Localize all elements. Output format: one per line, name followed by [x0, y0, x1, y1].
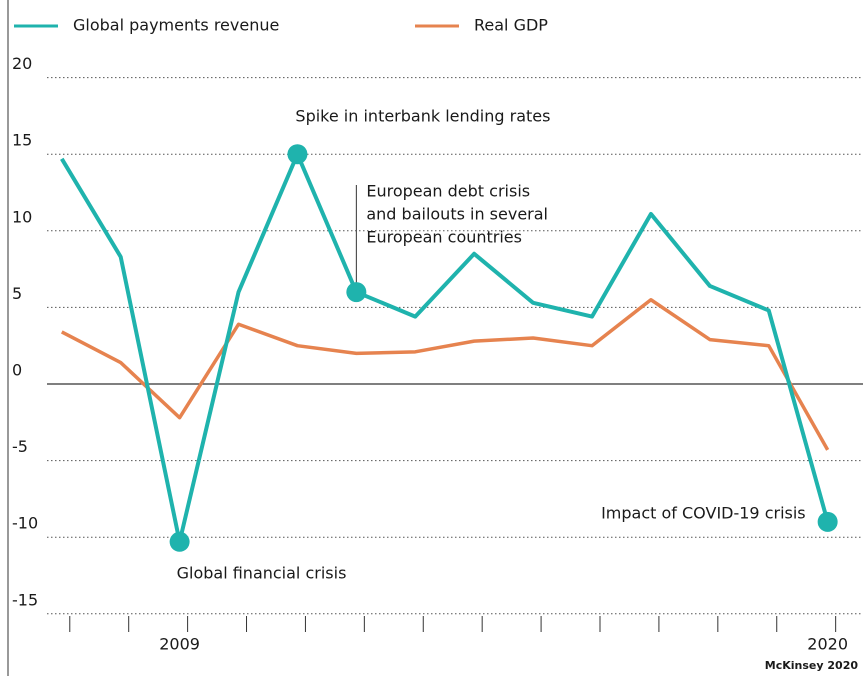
legend-label: Real GDP: [474, 16, 548, 35]
y-tick-label: -15: [12, 590, 38, 609]
y-tick-label: -5: [12, 437, 28, 456]
y-tick-label: 5: [12, 284, 22, 303]
legend-label: Global payments revenue: [73, 16, 279, 35]
annotation: and bailouts in several: [366, 205, 548, 224]
highlight-point: [346, 282, 367, 303]
highlight-point: [169, 531, 190, 552]
annotation: Global financial crisis: [177, 563, 347, 582]
annotation: Impact of COVID-19 crisis: [601, 503, 806, 522]
annotation: European debt crisis: [366, 182, 530, 201]
y-tick-label: 20: [12, 54, 32, 73]
highlight-point: [287, 144, 308, 165]
source: McKinsey 2020: [765, 659, 859, 672]
y-tick-label: 15: [12, 131, 32, 150]
x-tick-label: 2020: [807, 635, 848, 654]
y-tick-label: -10: [12, 514, 38, 533]
series-line: [60, 297, 830, 451]
series-line: [60, 152, 830, 544]
annotation: European countries: [366, 228, 522, 247]
highlight-point: [817, 511, 838, 532]
y-tick-label: 0: [12, 361, 22, 380]
annotation: Spike in interbank lending rates: [295, 107, 550, 126]
y-tick-label: 10: [12, 207, 32, 226]
x-tick-label: 2009: [159, 635, 200, 654]
